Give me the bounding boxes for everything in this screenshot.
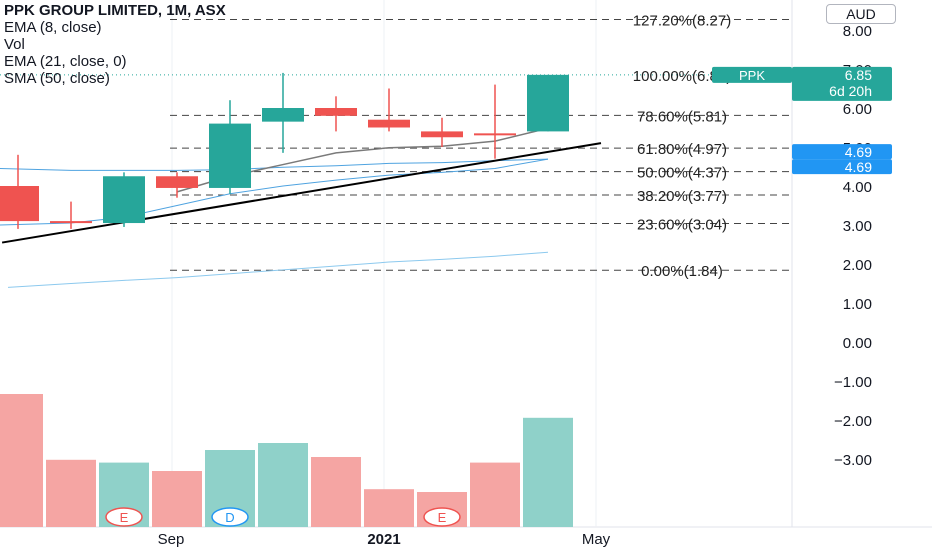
candle-body — [0, 186, 39, 222]
last-price-countdown: 6d 20h — [829, 83, 872, 99]
time-axis-label: May — [582, 531, 611, 548]
volume-bar — [470, 462, 520, 527]
time-axis-label: Sep — [158, 531, 185, 548]
volume-bar — [152, 471, 202, 527]
event-marker-label: E — [120, 510, 129, 525]
volume-bar — [311, 457, 361, 527]
indicator-vol[interactable]: Vol — [4, 36, 25, 53]
last-price-value: 6.85 — [845, 67, 872, 83]
candle-body — [103, 176, 145, 224]
ma-value-badge — [792, 144, 892, 160]
ema21-line — [0, 158, 549, 171]
price-tick-label: 8.00 — [843, 23, 872, 40]
sma50-line — [7, 251, 549, 288]
candle-body — [421, 131, 463, 138]
price-tick-label: 0.00 — [843, 335, 872, 352]
price-tick-label: 3.00 — [843, 218, 872, 235]
event-marker-badge — [105, 507, 143, 527]
indicator-ema8[interactable]: EMA (8, close) — [4, 19, 102, 36]
price-tick-label: 4.00 — [843, 179, 872, 196]
ema21-secondary-line — [0, 158, 549, 226]
trendline — [1, 142, 602, 244]
indicator-ema21[interactable]: EMA (21, close, 0) — [4, 53, 127, 70]
indicator-sma50[interactable]: SMA (50, close) — [4, 70, 110, 87]
fib-level-label: 50.00%(4.37) — [637, 165, 727, 182]
event-marker-label: E — [438, 510, 447, 525]
ma-value-badge — [792, 159, 892, 175]
candle-body — [209, 123, 251, 188]
ma-value-label: 4.69 — [845, 144, 872, 160]
last-price-symbol-badge — [712, 66, 792, 83]
price-tick-label: 1.00 — [843, 296, 872, 313]
volume-bar — [258, 443, 308, 527]
fib-level-label: 23.60%(3.04) — [637, 216, 727, 233]
candle-body — [474, 133, 516, 136]
candle-body — [315, 108, 357, 116]
candle-body — [262, 108, 304, 122]
price-tick-label: 6.00 — [843, 101, 872, 118]
price-tick-label: −3.00 — [834, 452, 872, 469]
last-price-badge — [792, 66, 892, 101]
volume-bar — [46, 459, 96, 527]
candle-body — [368, 119, 410, 128]
volume-bar — [523, 417, 573, 527]
fib-level-label: 100.00%(6.85) — [633, 68, 731, 85]
candle-body — [156, 176, 198, 188]
time-axis-label: 2021 — [367, 531, 400, 548]
fib-level-label: 38.20%(3.77) — [637, 188, 727, 205]
price-tick-label: 9.00 — [843, 0, 872, 1]
symbol-title[interactable]: PPK GROUP LIMITED, 1M, ASX — [4, 2, 226, 19]
event-marker-badge — [423, 507, 461, 527]
price-tick-label: 2.00 — [843, 257, 872, 274]
fib-level-label: 0.00%(1.84) — [641, 263, 723, 280]
candle-body — [527, 74, 569, 132]
ma-value-label: 4.69 — [845, 159, 872, 175]
event-marker-label: D — [225, 510, 234, 525]
price-tick-label: −1.00 — [834, 374, 872, 391]
fib-level-label: 61.80%(4.97) — [637, 141, 727, 158]
candle-body — [50, 221, 92, 224]
price-tick-label: −2.00 — [834, 413, 872, 430]
fib-level-label: 127.20%(8.27) — [633, 12, 731, 29]
volume-bar — [0, 394, 43, 527]
volume-bar — [364, 489, 414, 527]
fib-level-label: 78.60%(5.81) — [637, 108, 727, 125]
currency-button[interactable]: AUD — [826, 4, 896, 24]
event-marker-badge — [211, 507, 249, 527]
last-price-symbol: PPK — [739, 68, 765, 83]
chart-legend: PPK GROUP LIMITED, 1M, ASX EMA (8, close… — [4, 2, 226, 87]
